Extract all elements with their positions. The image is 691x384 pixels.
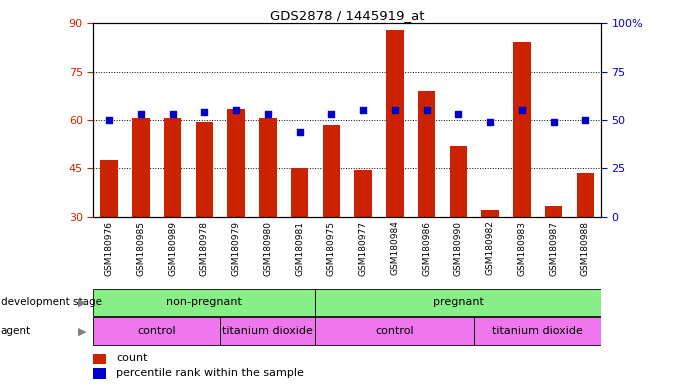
Text: GSM180990: GSM180990 <box>454 220 463 275</box>
Bar <box>545 206 562 217</box>
Bar <box>386 30 404 217</box>
Bar <box>132 118 150 217</box>
Bar <box>316 317 474 345</box>
Point <box>421 107 432 113</box>
Point <box>326 111 337 117</box>
Bar <box>227 109 245 217</box>
Bar <box>93 354 106 364</box>
Bar <box>418 91 435 217</box>
Text: GSM180976: GSM180976 <box>104 220 113 275</box>
Text: agent: agent <box>1 326 31 336</box>
Bar <box>93 317 220 345</box>
Text: GSM180977: GSM180977 <box>359 220 368 275</box>
Bar <box>323 125 340 217</box>
Point <box>199 109 210 115</box>
Text: GSM180986: GSM180986 <box>422 220 431 275</box>
Title: GDS2878 / 1445919_at: GDS2878 / 1445919_at <box>270 9 424 22</box>
Point <box>263 111 274 117</box>
Point <box>294 129 305 135</box>
Bar <box>513 43 531 217</box>
Point <box>135 111 146 117</box>
Bar <box>576 173 594 217</box>
Text: GSM180975: GSM180975 <box>327 220 336 275</box>
Bar <box>450 146 467 217</box>
Bar <box>93 289 316 316</box>
Text: GSM180988: GSM180988 <box>581 220 590 275</box>
Bar <box>259 118 276 217</box>
Point <box>484 119 495 125</box>
Bar <box>164 118 181 217</box>
Text: GSM180983: GSM180983 <box>518 220 527 275</box>
Text: GSM180981: GSM180981 <box>295 220 304 275</box>
Text: ▶: ▶ <box>78 326 86 336</box>
Text: GSM180978: GSM180978 <box>200 220 209 275</box>
Point <box>104 117 115 123</box>
Text: GSM180982: GSM180982 <box>486 220 495 275</box>
Bar <box>316 289 601 316</box>
Text: count: count <box>116 353 148 363</box>
Point <box>231 107 242 113</box>
Point <box>167 111 178 117</box>
Point <box>357 107 368 113</box>
Text: pregnant: pregnant <box>433 297 484 308</box>
Point <box>453 111 464 117</box>
Bar <box>474 317 601 345</box>
Text: GSM180987: GSM180987 <box>549 220 558 275</box>
Point <box>580 117 591 123</box>
Text: titanium dioxide: titanium dioxide <box>223 326 313 336</box>
Text: non-pregnant: non-pregnant <box>167 297 243 308</box>
Text: GSM180989: GSM180989 <box>168 220 177 275</box>
Text: GSM180984: GSM180984 <box>390 220 399 275</box>
Text: ▶: ▶ <box>78 297 86 308</box>
Text: titanium dioxide: titanium dioxide <box>492 326 583 336</box>
Point <box>516 107 527 113</box>
Text: control: control <box>138 326 176 336</box>
Text: percentile rank within the sample: percentile rank within the sample <box>116 368 304 378</box>
Bar <box>354 170 372 217</box>
Bar <box>93 368 106 379</box>
Bar <box>100 161 118 217</box>
Text: GSM180985: GSM180985 <box>136 220 145 275</box>
Bar <box>196 122 213 217</box>
Text: development stage: development stage <box>1 297 102 308</box>
Bar <box>220 317 316 345</box>
Text: control: control <box>375 326 414 336</box>
Bar <box>291 169 308 217</box>
Text: GSM180980: GSM180980 <box>263 220 272 275</box>
Text: GSM180979: GSM180979 <box>231 220 240 275</box>
Point <box>548 119 559 125</box>
Point <box>389 107 400 113</box>
Bar <box>482 210 499 217</box>
